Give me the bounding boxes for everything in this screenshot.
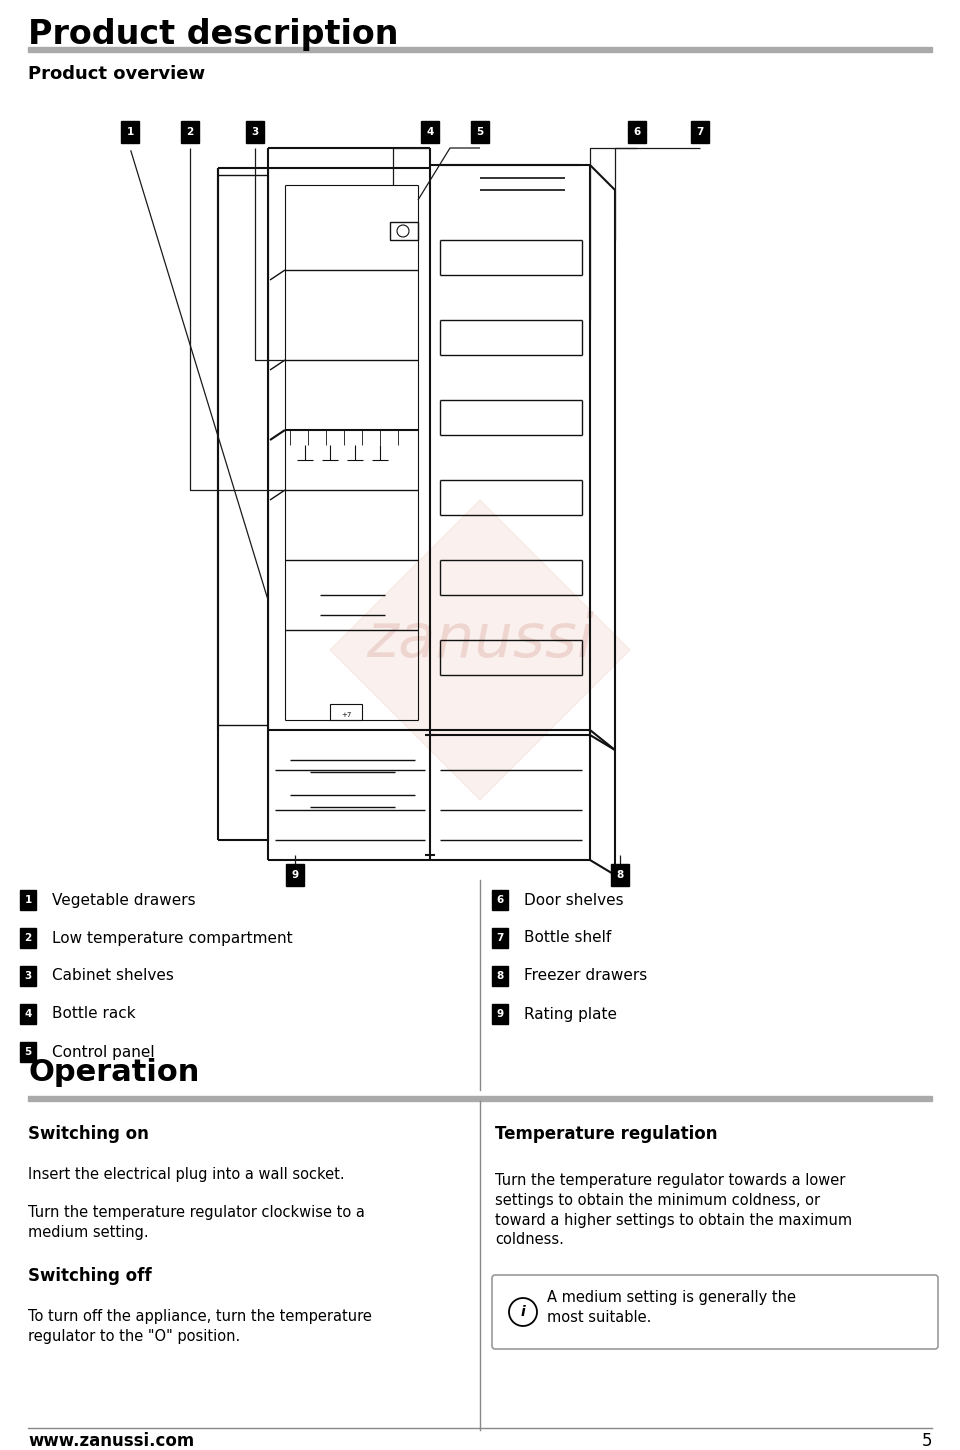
- Bar: [121, 120, 139, 144]
- Text: Cabinet shelves: Cabinet shelves: [52, 969, 174, 983]
- Text: i: i: [520, 1305, 525, 1320]
- Text: Switching off: Switching off: [28, 1267, 152, 1285]
- Text: 6: 6: [496, 895, 504, 905]
- Bar: [492, 966, 508, 986]
- Text: Low temperature compartment: Low temperature compartment: [52, 931, 293, 945]
- Text: Operation: Operation: [28, 1058, 200, 1088]
- Bar: [28, 1096, 932, 1101]
- Text: 9: 9: [292, 870, 299, 880]
- Bar: [390, 222, 418, 241]
- Text: 2: 2: [186, 128, 194, 136]
- Text: A medium setting is generally the
most suitable.: A medium setting is generally the most s…: [547, 1290, 796, 1325]
- Text: Temperature regulation: Temperature regulation: [495, 1125, 717, 1143]
- Text: zanussi: zanussi: [366, 610, 594, 670]
- Bar: [20, 1043, 36, 1061]
- Text: Freezer drawers: Freezer drawers: [524, 969, 647, 983]
- Text: 5: 5: [476, 128, 484, 136]
- Bar: [421, 120, 439, 144]
- Text: 4: 4: [426, 128, 434, 136]
- Text: 3: 3: [24, 972, 32, 982]
- Bar: [20, 1003, 36, 1024]
- Bar: [471, 120, 489, 144]
- Text: 3: 3: [252, 128, 258, 136]
- Polygon shape: [330, 500, 630, 800]
- Text: Product overview: Product overview: [28, 65, 205, 83]
- Text: 9: 9: [496, 1009, 504, 1019]
- Text: Bottle shelf: Bottle shelf: [524, 931, 612, 945]
- Bar: [330, 705, 362, 721]
- Text: Turn the temperature regulator clockwise to a
medium setting.: Turn the temperature regulator clockwise…: [28, 1205, 365, 1240]
- Text: 7: 7: [496, 932, 504, 942]
- Bar: [28, 46, 932, 52]
- Text: Door shelves: Door shelves: [524, 893, 624, 908]
- Text: 8: 8: [496, 972, 504, 982]
- Bar: [286, 864, 304, 886]
- Text: Switching on: Switching on: [28, 1125, 149, 1143]
- Bar: [20, 928, 36, 948]
- Bar: [492, 1003, 508, 1024]
- Text: 4: 4: [24, 1009, 32, 1019]
- Bar: [691, 120, 709, 144]
- Bar: [628, 120, 646, 144]
- Text: Rating plate: Rating plate: [524, 1006, 617, 1021]
- Text: www.zanussi.com: www.zanussi.com: [28, 1433, 194, 1450]
- Text: Bottle rack: Bottle rack: [52, 1006, 135, 1021]
- Text: +7: +7: [341, 712, 351, 718]
- Bar: [611, 864, 629, 886]
- Text: Vegetable drawers: Vegetable drawers: [52, 893, 196, 908]
- Text: 6: 6: [634, 128, 640, 136]
- Text: To turn off the appliance, turn the temperature
regulator to the "O" position.: To turn off the appliance, turn the temp…: [28, 1309, 372, 1344]
- Text: Control panel: Control panel: [52, 1044, 155, 1060]
- Bar: [20, 966, 36, 986]
- Text: 2: 2: [24, 932, 32, 942]
- Text: 1: 1: [127, 128, 133, 136]
- Text: 8: 8: [616, 870, 624, 880]
- Text: Insert the electrical plug into a wall socket.: Insert the electrical plug into a wall s…: [28, 1167, 345, 1182]
- Text: 5: 5: [922, 1433, 932, 1450]
- Bar: [492, 890, 508, 911]
- Bar: [246, 120, 264, 144]
- Bar: [181, 120, 199, 144]
- Text: 1: 1: [24, 895, 32, 905]
- Text: 7: 7: [696, 128, 704, 136]
- Text: Turn the temperature regulator towards a lower
settings to obtain the minimum co: Turn the temperature regulator towards a…: [495, 1173, 852, 1247]
- Bar: [20, 890, 36, 911]
- Bar: [492, 928, 508, 948]
- Text: 5: 5: [24, 1047, 32, 1057]
- Text: Product description: Product description: [28, 17, 398, 51]
